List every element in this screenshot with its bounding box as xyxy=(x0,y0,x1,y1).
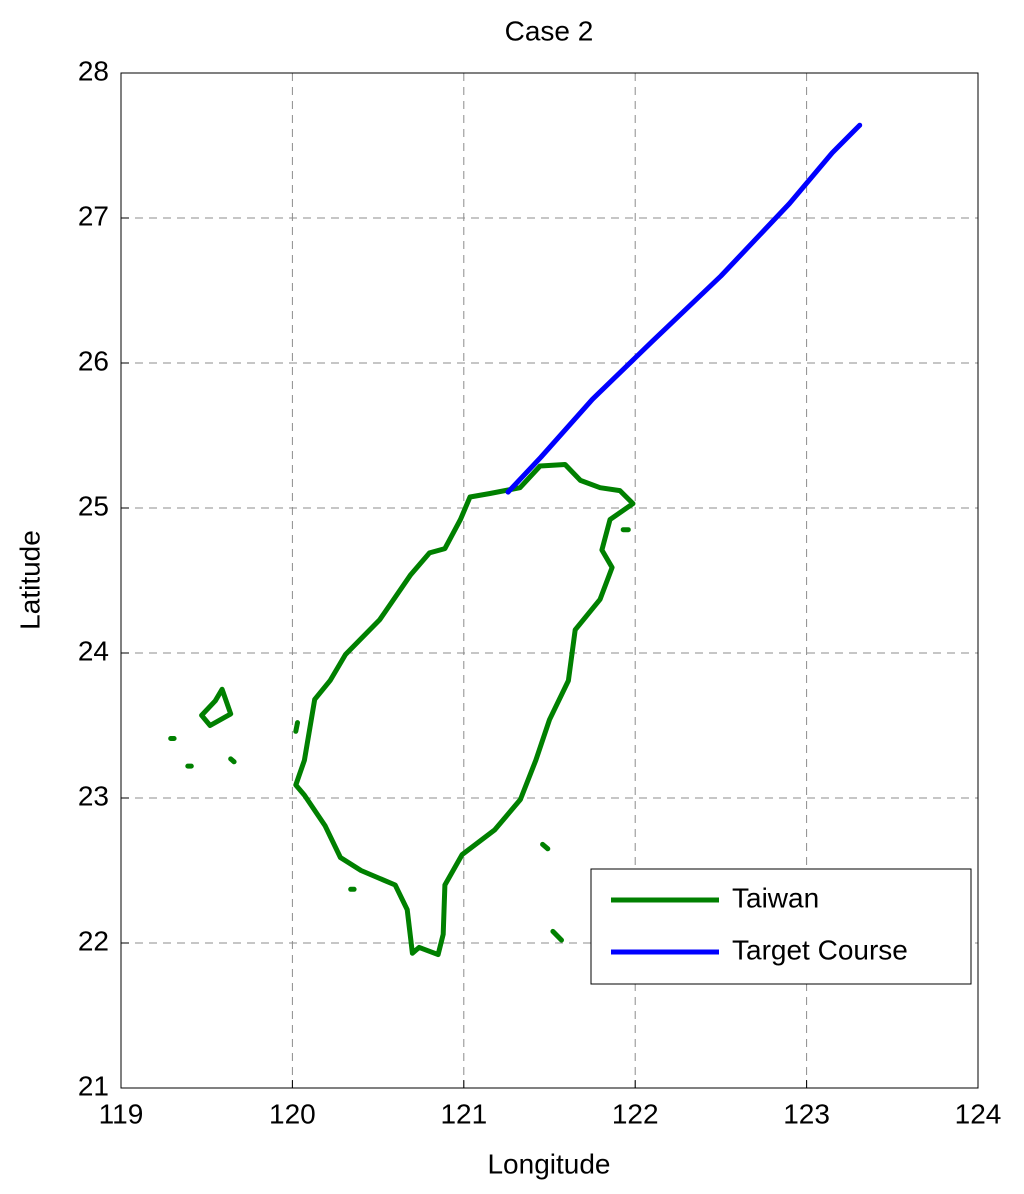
y-axis-label: Latitude xyxy=(14,530,45,630)
series-line xyxy=(505,122,863,495)
y-tick-label: 27 xyxy=(78,200,109,231)
axes-frame xyxy=(120,72,979,1089)
x-axis-label: Longitude xyxy=(487,1148,610,1179)
x-tick-label: 119 xyxy=(99,1098,144,1129)
series-line xyxy=(168,462,636,958)
lines xyxy=(168,122,863,958)
legend: Taiwan Target Course xyxy=(590,868,972,985)
legend-box xyxy=(590,868,972,985)
x-tick-label: 122 xyxy=(612,1098,659,1129)
y-tick-label: 21 xyxy=(78,1070,109,1101)
x-tick-label: 123 xyxy=(783,1098,830,1129)
x-tick-label: 121 xyxy=(440,1098,487,1129)
y-tick-label: 24 xyxy=(78,635,109,666)
legend-label: Taiwan xyxy=(732,882,819,913)
y-tick-label: 26 xyxy=(78,345,109,376)
x-tick-label: 124 xyxy=(955,1098,1002,1129)
y-tick-label: 23 xyxy=(78,780,109,811)
y-tick-label: 28 xyxy=(78,55,109,86)
y-tick-label: 22 xyxy=(78,925,109,956)
y-tick-label: 25 xyxy=(78,490,109,521)
x-tick-label: 120 xyxy=(269,1098,316,1129)
legend-label: Target Course xyxy=(732,934,908,965)
chart-title: Case 2 xyxy=(505,15,594,46)
